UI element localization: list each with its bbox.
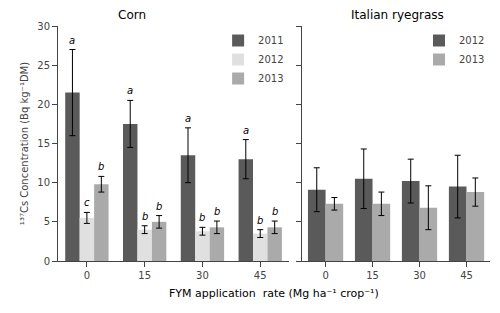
svg-text:2013: 2013	[258, 73, 283, 84]
svg-text:b: b	[199, 212, 205, 223]
svg-text:b: b	[272, 206, 278, 217]
svg-text:20: 20	[37, 99, 50, 110]
svg-text:0: 0	[322, 270, 328, 281]
svg-text:b: b	[257, 215, 263, 226]
svg-text:2011: 2011	[258, 35, 283, 46]
svg-text:0: 0	[44, 256, 50, 267]
svg-text:Corn: Corn	[118, 8, 146, 22]
svg-text:15: 15	[366, 270, 379, 281]
svg-text:45: 45	[254, 270, 267, 281]
svg-text:b: b	[156, 201, 162, 212]
svg-text:30: 30	[413, 270, 426, 281]
svg-text:2013: 2013	[459, 54, 484, 65]
svg-text:b: b	[214, 206, 220, 217]
svg-text:c: c	[84, 197, 90, 208]
svg-text:10: 10	[37, 177, 50, 188]
svg-text:0: 0	[84, 270, 90, 281]
svg-text:15: 15	[138, 270, 151, 281]
svg-text:45: 45	[460, 270, 473, 281]
svg-text:25: 25	[37, 60, 50, 71]
svg-text:a: a	[127, 85, 133, 96]
svg-text:15: 15	[37, 138, 50, 149]
svg-text:a: a	[69, 35, 75, 46]
svg-text:¹³⁷Cs Concentration (Bq kg⁻¹DM: ¹³⁷Cs Concentration (Bq kg⁻¹DM)	[19, 62, 30, 225]
svg-text:30: 30	[196, 270, 209, 281]
svg-text:2012: 2012	[258, 54, 283, 65]
svg-text:Italian ryegrass: Italian ryegrass	[351, 8, 444, 22]
svg-text:2012: 2012	[459, 35, 484, 46]
svg-text:a: a	[243, 125, 249, 136]
svg-text:b: b	[142, 211, 148, 222]
svg-text:5: 5	[44, 216, 50, 227]
svg-text:FYM application rate (Mg ha⁻¹: FYM application rate (Mg ha⁻¹ crop⁻¹)	[169, 287, 379, 300]
svg-text:a: a	[185, 113, 191, 124]
svg-text:b: b	[98, 161, 104, 172]
svg-text:30: 30	[37, 21, 50, 32]
